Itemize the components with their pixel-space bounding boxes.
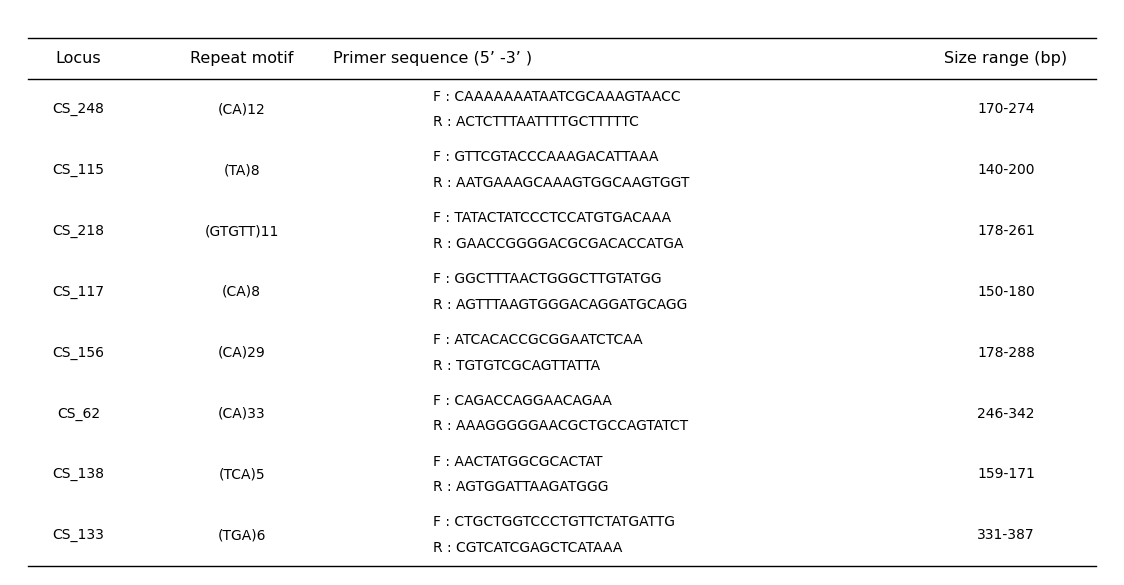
Text: CS_248: CS_248	[53, 102, 105, 116]
Text: Repeat motif: Repeat motif	[190, 51, 293, 66]
Text: (CA)8: (CA)8	[223, 285, 261, 299]
Text: 178-261: 178-261	[977, 224, 1035, 238]
Text: F : GGCTTTAACTGGGCTTGTATGG: F : GGCTTTAACTGGGCTTGTATGG	[433, 272, 661, 286]
Text: 159-171: 159-171	[977, 467, 1035, 481]
Text: 331-387: 331-387	[977, 528, 1035, 542]
Text: F : TATACTATCCCTCCATGTGACAAA: F : TATACTATCCCTCCATGTGACAAA	[433, 211, 671, 225]
Text: CS_138: CS_138	[53, 467, 105, 481]
Text: 150-180: 150-180	[977, 285, 1035, 299]
Text: 246-342: 246-342	[977, 407, 1035, 421]
Text: CS_115: CS_115	[53, 163, 105, 177]
Text: (CA)33: (CA)33	[218, 407, 265, 421]
Text: CS_62: CS_62	[57, 407, 100, 421]
Text: R : AATGAAAGCAAAGTGGCAAGTGGT: R : AATGAAAGCAAAGTGGCAAGTGGT	[433, 176, 689, 190]
Text: 178-288: 178-288	[977, 346, 1035, 360]
Text: R : AAAGGGGGAACGCTGCCAGTATCT: R : AAAGGGGGAACGCTGCCAGTATCT	[433, 419, 688, 433]
Text: (TGA)6: (TGA)6	[217, 528, 266, 542]
Text: CS_117: CS_117	[53, 285, 105, 299]
Text: (TA)8: (TA)8	[224, 163, 260, 177]
Text: F : ATCACACCGCGGAATCTCAA: F : ATCACACCGCGGAATCTCAA	[433, 333, 642, 347]
Text: F : AACTATGGCGCACTAT: F : AACTATGGCGCACTAT	[433, 455, 602, 469]
Text: Primer sequence (5’ -3’ ): Primer sequence (5’ -3’ )	[333, 51, 533, 66]
Text: (TCA)5: (TCA)5	[218, 467, 265, 481]
Text: R : CGTCATCGAGCTCATAAA: R : CGTCATCGAGCTCATAAA	[433, 541, 622, 555]
Text: F : CAAAAAAATAATCGCAAAGTAACC: F : CAAAAAAATAATCGCAAAGTAACC	[433, 90, 680, 104]
Text: R : GAACCGGGGACGCGACACCATGA: R : GAACCGGGGACGCGACACCATGA	[433, 237, 683, 251]
Text: R : AGTTTAAGTGGGACAGGATGCAGG: R : AGTTTAAGTGGGACAGGATGCAGG	[433, 298, 687, 312]
Text: F : CTGCTGGTCCCTGTTCTATGATTG: F : CTGCTGGTCCCTGTTCTATGATTG	[433, 515, 674, 529]
Text: CS_156: CS_156	[53, 346, 105, 360]
Text: R : AGTGGATTAAGATGGG: R : AGTGGATTAAGATGGG	[433, 480, 608, 494]
Text: 140-200: 140-200	[977, 163, 1035, 177]
Text: 170-274: 170-274	[977, 102, 1035, 116]
Text: Locus: Locus	[56, 51, 101, 66]
Text: F : GTTCGTACCCAAAGACATTAAA: F : GTTCGTACCCAAAGACATTAAA	[433, 150, 659, 164]
Text: R : ACTCTTTAATTTTGCTTTTTC: R : ACTCTTTAATTTTGCTTTTTC	[433, 115, 638, 129]
Text: (CA)29: (CA)29	[218, 346, 265, 360]
Text: F : CAGACCAGGAACAGAA: F : CAGACCAGGAACAGAA	[433, 394, 611, 408]
Text: (CA)12: (CA)12	[218, 102, 265, 116]
Text: R : TGTGTCGCAGTTATTA: R : TGTGTCGCAGTTATTA	[433, 359, 600, 373]
Text: CS_133: CS_133	[53, 528, 105, 542]
Text: CS_218: CS_218	[53, 224, 105, 238]
Text: (GTGTT)11: (GTGTT)11	[205, 224, 279, 238]
Text: Size range (bp): Size range (bp)	[944, 51, 1068, 66]
